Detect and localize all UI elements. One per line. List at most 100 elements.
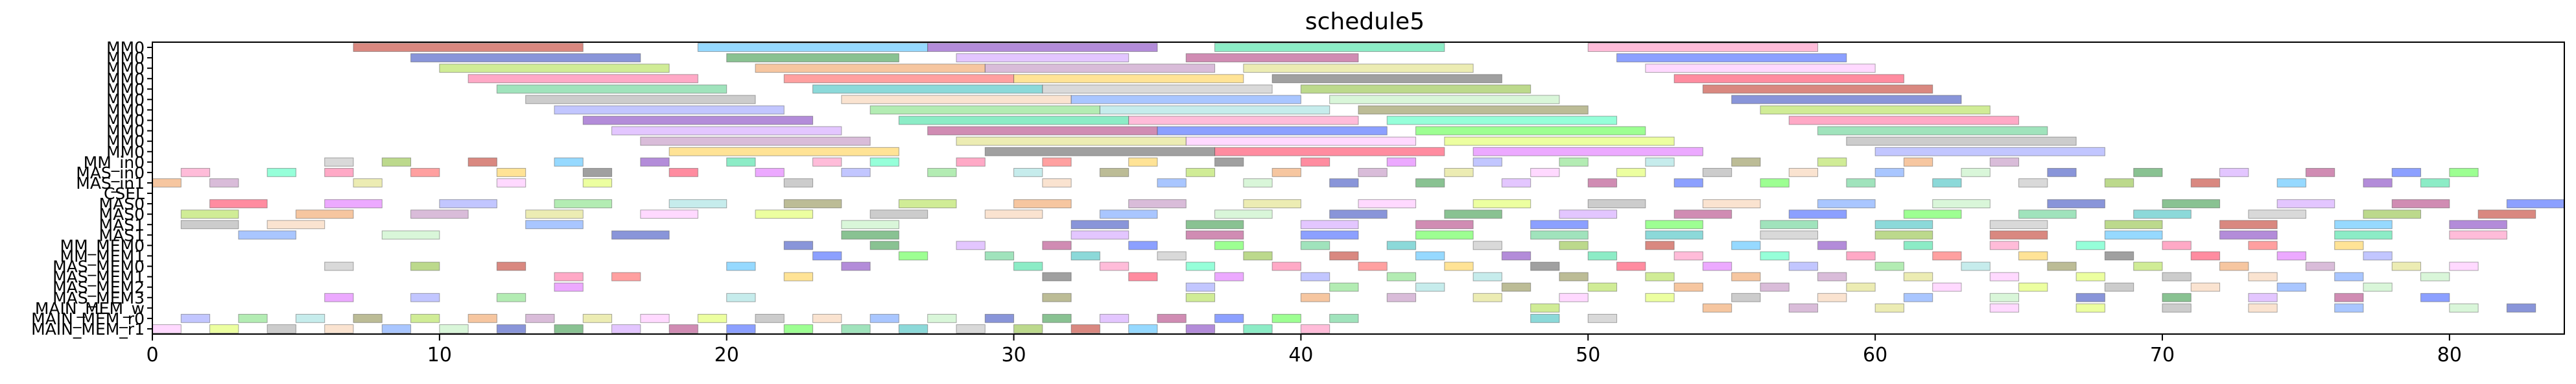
task-bar: [1673, 178, 1703, 187]
task-bar: [1702, 303, 1732, 313]
task-bar: [554, 157, 584, 167]
task-bar: [1673, 282, 1703, 292]
task-bar: [467, 157, 497, 167]
task-bar: [2219, 220, 2278, 230]
task-bar: [1559, 210, 1618, 219]
x-tick-label: 70: [2150, 344, 2175, 366]
task-bar: [1817, 241, 1847, 250]
task-bar: [2449, 261, 2479, 271]
task-bar: [1214, 147, 1445, 156]
task-bar: [1099, 210, 1158, 219]
task-bar: [467, 313, 497, 323]
task-bar: [1472, 241, 1502, 250]
task-bar: [1185, 220, 1244, 230]
task-bar: [2334, 272, 2364, 282]
task-bar: [2190, 251, 2221, 261]
x-tick-label: 60: [1863, 344, 1887, 366]
task-bar: [1731, 241, 1761, 250]
task-bar: [410, 313, 440, 323]
task-bar: [1645, 241, 1675, 250]
y-tick-label: MM0: [106, 143, 145, 162]
task-bar: [1415, 220, 1474, 230]
task-bar: [611, 230, 670, 240]
task-bar: [1128, 324, 1158, 333]
task-bar: [1415, 230, 1474, 240]
task-bar: [1731, 272, 1761, 282]
x-tick-label: 0: [146, 344, 158, 366]
task-bar: [2420, 178, 2450, 187]
task-bar: [956, 53, 1129, 63]
task-bar: [1788, 115, 2020, 125]
task-bar: [1185, 282, 1216, 292]
task-bar: [783, 241, 814, 250]
task-bar: [956, 136, 1187, 146]
task-bar: [439, 199, 497, 209]
y-tick-label: MM0: [106, 101, 145, 119]
task-bar: [1587, 313, 1618, 323]
task-bar: [410, 261, 440, 271]
task-bar: [726, 157, 756, 167]
task-bar: [697, 313, 727, 323]
task-bar: [2104, 282, 2134, 292]
task-bar: [554, 324, 584, 333]
task-bar: [180, 313, 211, 323]
task-bar: [2477, 210, 2536, 219]
task-bar: [1214, 43, 1445, 52]
task-bar: [812, 84, 1043, 94]
task-bar: [1817, 157, 1847, 167]
task-bar: [1099, 261, 1129, 271]
task-bar: [1989, 272, 2020, 282]
task-bar: [1214, 272, 1244, 282]
task-bar: [1300, 272, 1330, 282]
x-tick-label: 80: [2437, 344, 2462, 366]
x-tick-label: 40: [1288, 344, 1313, 366]
task-bar: [2104, 220, 2163, 230]
task-bar: [2391, 261, 2422, 271]
task-bar: [2449, 303, 2479, 313]
y-tick-label: MAS_MEM3: [53, 289, 145, 307]
task-bar: [1386, 115, 1618, 125]
task-bar: [1271, 74, 1502, 84]
task-bar: [1702, 261, 1732, 271]
y-tick-label: MM0: [106, 132, 145, 151]
task-bar: [783, 74, 1015, 84]
task-bar: [1903, 157, 1933, 167]
task-bar: [2075, 241, 2105, 250]
task-bar: [381, 324, 412, 333]
task-bar: [2047, 199, 2105, 209]
task-bar: [324, 293, 354, 302]
task-bar: [956, 324, 986, 333]
task-bar: [1128, 157, 1158, 167]
task-bar: [2104, 230, 2163, 240]
task-bar: [1616, 167, 1646, 177]
task-bar: [1961, 167, 1991, 177]
x-tick-label: 50: [1576, 344, 1600, 366]
task-bar: [1932, 282, 1962, 292]
task-bar: [1070, 230, 1129, 240]
task-bar: [1472, 157, 1502, 167]
task-bar: [1185, 230, 1244, 240]
task-bar: [1329, 210, 1388, 219]
task-bar: [324, 199, 383, 209]
y-tick-label: MAS_in0: [76, 163, 145, 182]
task-bar: [496, 293, 526, 302]
task-bar: [525, 313, 555, 323]
task-bar: [1501, 282, 1531, 292]
task-bar: [1817, 293, 1847, 302]
task-bar: [1559, 157, 1589, 167]
y-tick-label: MM0: [106, 49, 145, 67]
task-bar: [2276, 199, 2335, 209]
task-bar: [2449, 220, 2507, 230]
task-bar: [640, 210, 698, 219]
task-bar: [927, 167, 957, 177]
task-bar: [410, 167, 440, 177]
task-bar: [1329, 313, 1359, 323]
task-bar: [1099, 167, 1129, 177]
task-bar: [1903, 210, 1962, 219]
task-bar: [1415, 251, 1445, 261]
y-tick-label: MM_in0: [84, 153, 145, 172]
task-bar: [611, 272, 641, 282]
task-bar: [2133, 261, 2163, 271]
task-bar: [2248, 272, 2278, 282]
y-tick-label: MM0: [106, 69, 145, 88]
